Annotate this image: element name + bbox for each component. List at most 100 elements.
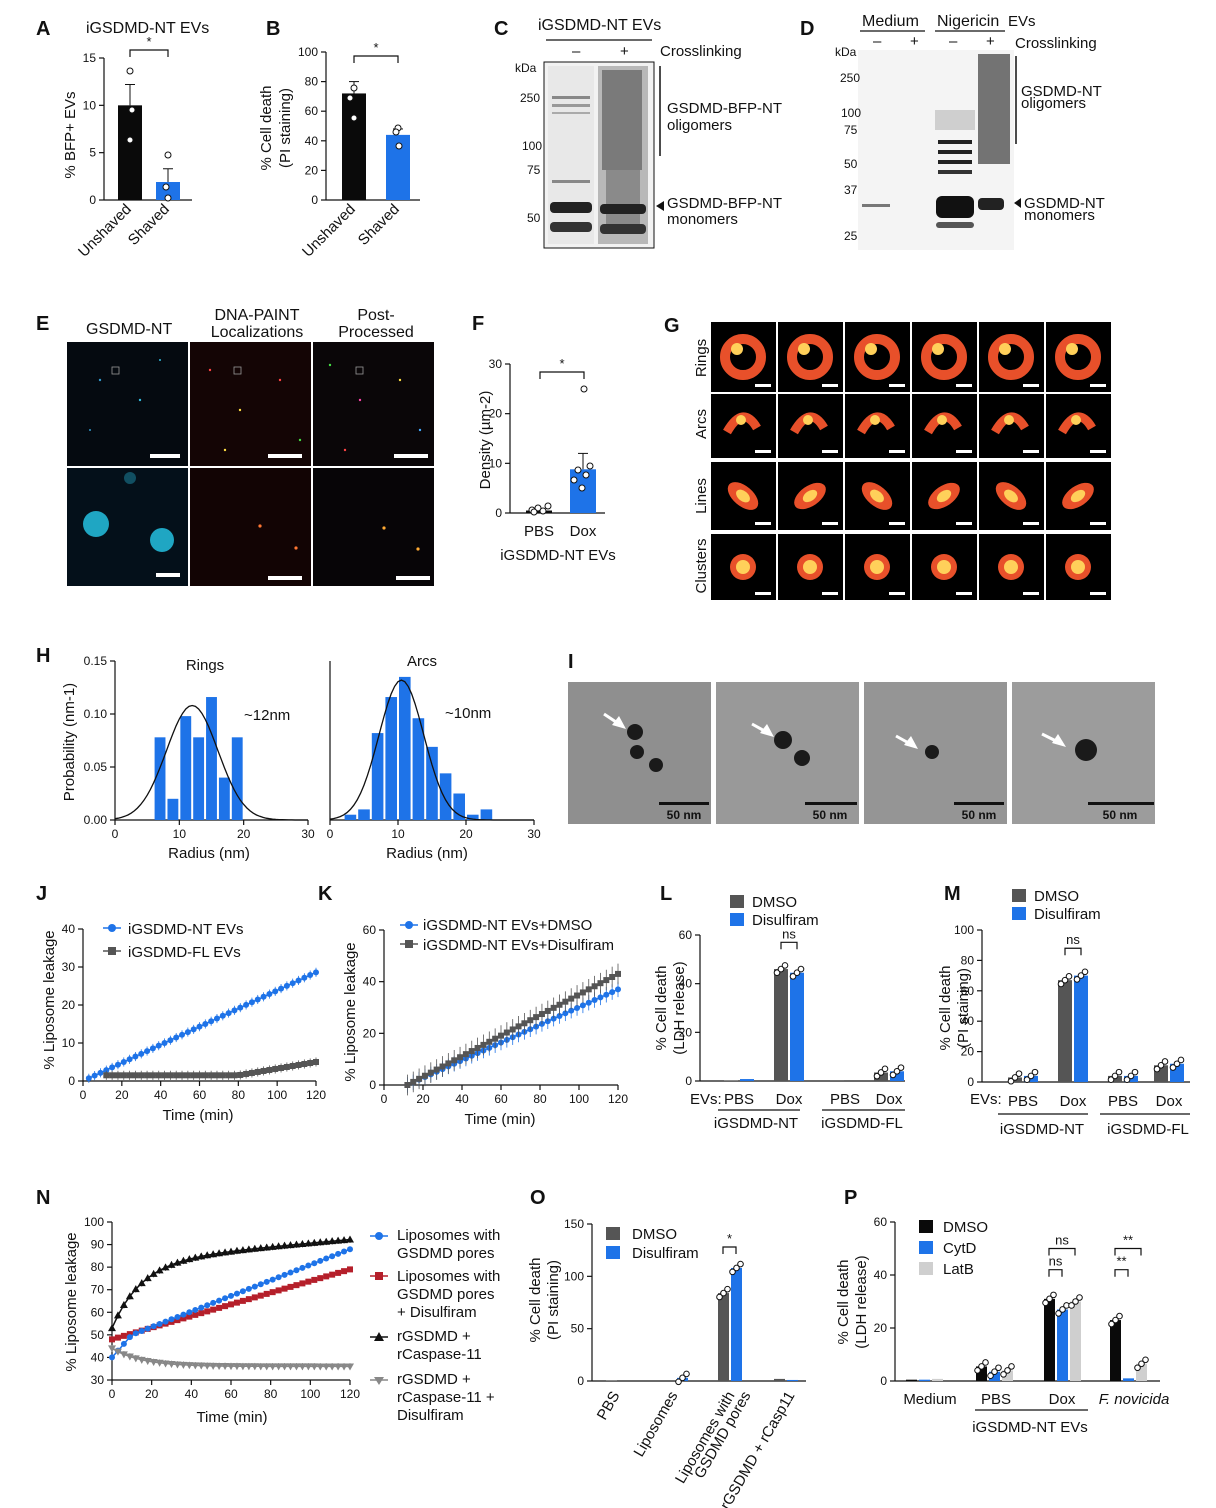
panel-j-point — [184, 1029, 191, 1036]
panel-a-ylabel: % BFP+ EVs — [62, 91, 79, 178]
panel-f-point — [539, 507, 547, 515]
panel-j-point — [114, 1072, 121, 1079]
panel-k-point — [451, 1057, 458, 1064]
panel-j-point — [272, 988, 279, 995]
panel-m-xtick-label: Dox — [1156, 1093, 1183, 1110]
panel-j-point — [266, 1066, 273, 1073]
panel-letter-c: C — [494, 18, 508, 40]
panel-h-ylabel: Probability (nm-1) — [61, 683, 78, 801]
panel-g-cluster-hotspot — [803, 560, 817, 574]
panel-g-scalebar — [956, 522, 972, 525]
panel-n-point — [120, 1332, 127, 1339]
panel-n-point — [268, 1242, 277, 1250]
panel-j-legend-1: iGSDMD-NT EVs — [128, 921, 244, 938]
panel-n-point — [198, 1310, 205, 1317]
panel-h-rings-y-tick-label: 0.15 — [84, 654, 108, 668]
panel-j-point — [109, 1072, 116, 1079]
panel-m-point — [1173, 1060, 1181, 1068]
panel-h-rings-fit-curve — [114, 704, 308, 821]
panel-k-xtick-label: 60 — [494, 1092, 508, 1106]
panel-k-y-tick-label: 60 — [363, 923, 377, 937]
panel-n-point — [179, 1256, 188, 1264]
panel-j-point — [278, 1064, 285, 1071]
panel-o-bar — [606, 1380, 617, 1381]
panel-l-y-tick-label: 0 — [685, 1074, 692, 1088]
panel-p-legend-1: DMSO — [943, 1219, 988, 1236]
panel-b-point — [346, 94, 354, 102]
panel-g-scalebar — [956, 384, 972, 387]
panel-letter-h: H — [36, 645, 50, 667]
panel-g-arc-hotspot — [736, 415, 746, 425]
panel-n-point — [328, 1237, 337, 1245]
panel-o-bar — [787, 1379, 798, 1381]
panel-h-rings-y-tick-label: 0.10 — [84, 707, 108, 721]
panel-d-plus-1: + — [910, 33, 919, 50]
panel-p-point — [1108, 1320, 1115, 1328]
panel-letter-e: E — [36, 313, 49, 335]
panel-n-point — [132, 1330, 139, 1337]
panel-c-mono-label-2: monomers — [667, 211, 738, 228]
panel-j-ylabel: % Liposome leakage — [41, 930, 58, 1069]
panel-j-point — [109, 1064, 116, 1071]
panel-e-images — [67, 342, 434, 586]
panel-g-tile — [845, 394, 910, 458]
panel-n-point — [173, 1361, 182, 1369]
panel-o-y-tick-label: 50 — [571, 1322, 585, 1336]
panel-n-point — [329, 1271, 336, 1278]
panel-m-xtick-label: PBS — [1008, 1093, 1038, 1110]
panel-n-point — [180, 1311, 187, 1318]
panel-h-arcs-bar — [344, 814, 357, 820]
panel-m-bracket — [1064, 947, 1082, 956]
panel-m-legend-1: DMSO — [1034, 888, 1079, 905]
panel-n-point — [268, 1363, 277, 1371]
panel-g-scalebar — [1090, 592, 1106, 595]
panel-g-scalebar — [1023, 592, 1039, 595]
panel-k-point — [597, 980, 604, 987]
panel-e-col3b: Processed — [338, 324, 414, 341]
panel-m-chart: 0 20 40 60 80 100 PBS Dox PBS Dox ns — [954, 923, 1190, 1115]
panel-p-point — [1076, 1294, 1083, 1301]
panel-j-point — [237, 1004, 244, 1011]
panel-g-ring-hotspot — [1066, 343, 1078, 355]
panel-h-arcs-bar — [453, 793, 465, 820]
panel-p-point — [1008, 1363, 1015, 1370]
panel-k-point — [585, 999, 592, 1006]
panel-n-point — [232, 1246, 241, 1254]
panel-l-bar — [830, 1080, 844, 1081]
panel-o-point — [716, 1293, 723, 1301]
panel-a-y-tick-label: 5 — [89, 146, 96, 160]
panel-l-point — [797, 965, 805, 973]
panel-l-point — [781, 962, 789, 969]
panel-o-point — [729, 1268, 736, 1276]
panel-h-rings-bar — [206, 697, 217, 820]
panel-k-point — [521, 1020, 528, 1027]
panel-k-point — [609, 974, 616, 981]
panel-n-point — [263, 1290, 270, 1297]
panel-j-point — [126, 1072, 133, 1079]
panel-n-point — [161, 1360, 170, 1368]
panel-g-scalebar — [1090, 450, 1106, 453]
panel-l-group-1: iGSDMD-NT — [714, 1115, 798, 1132]
panel-l-bar — [774, 969, 788, 1081]
panel-g-scalebar — [889, 450, 905, 453]
panel-j-point — [202, 1072, 209, 1079]
panel-m-legend-swatch-1 — [1012, 889, 1026, 902]
panel-letter-b: B — [266, 18, 280, 40]
panel-b-y-tick-label: 100 — [298, 45, 318, 59]
panel-n-point — [245, 1285, 252, 1292]
panel-d-minus-2: – — [949, 33, 958, 50]
panel-a-bracket — [129, 49, 169, 57]
panel-j-point — [184, 1072, 191, 1079]
panel-letter-d: D — [800, 18, 814, 40]
panel-l-point — [897, 1064, 905, 1071]
panel-c-plus: + — [620, 43, 629, 60]
panel-p-legend-swatch-1 — [919, 1220, 933, 1233]
panel-i-scale-2: 50 nm — [813, 808, 848, 822]
panel-h-rings-bar — [193, 737, 205, 820]
panel-n-point — [245, 1296, 252, 1303]
panel-d-kda: kDa — [835, 45, 857, 59]
panel-n-point — [298, 1239, 307, 1247]
panel-m-point — [1123, 1076, 1131, 1084]
panel-n-point — [316, 1363, 325, 1371]
panel-k-point — [498, 1032, 504, 1039]
